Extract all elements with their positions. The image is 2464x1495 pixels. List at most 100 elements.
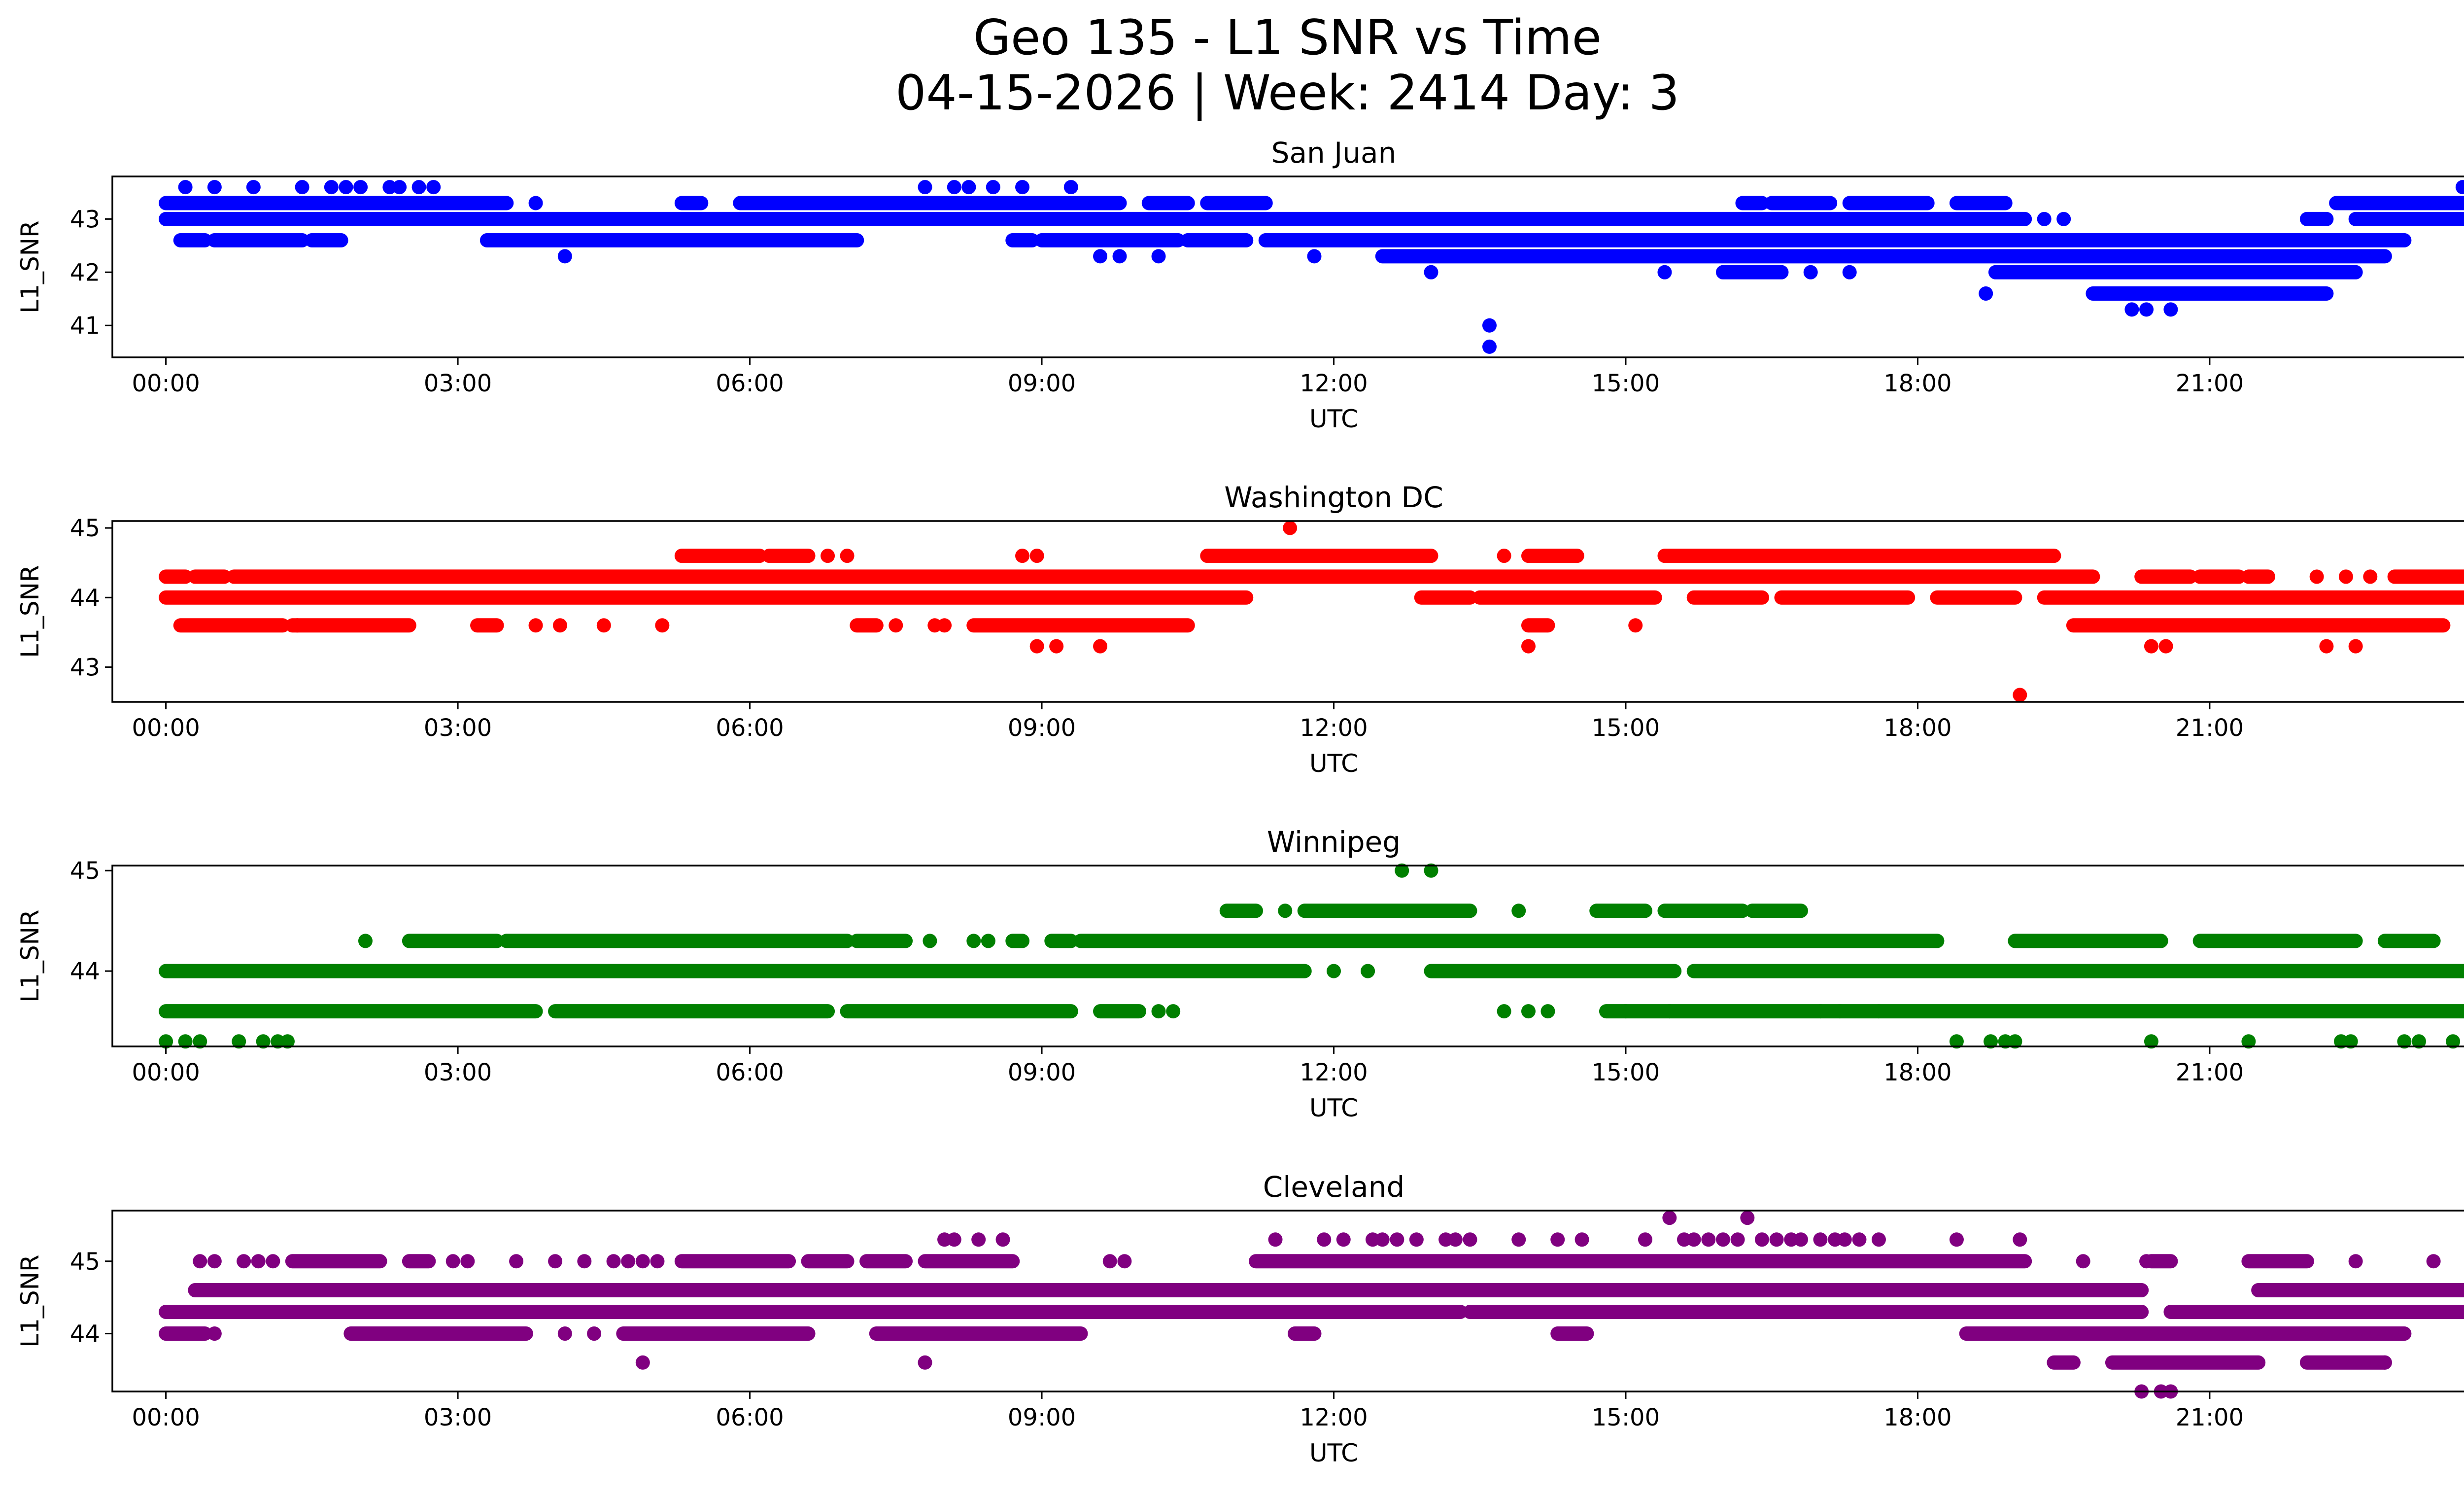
data-point [237,1254,251,1269]
data-point [655,618,670,633]
data-point [1754,1232,1769,1247]
data-point-run [1249,1254,2032,1269]
subplot-1: 00:00 03:00 06:00 09:00 12:00 15:00 18:00 21:00… [16,136,2464,433]
data-point-run [1044,934,1078,948]
data-point-run [2008,934,2168,948]
data-point [1813,1232,1828,1247]
data-point [1327,964,1341,978]
data-point-run [1764,196,1838,210]
data-point-run [2192,934,2363,948]
data-point [1361,964,1375,978]
data-point-run [2329,196,2464,210]
data-point-run [1550,1326,1594,1341]
data-point [445,1254,460,1269]
data-point [2309,569,2324,584]
x-tick-label: 03:00 [424,1059,492,1086]
x-tick-label: 00:00 [132,1059,200,1086]
data-point [889,618,903,633]
data-point [256,1034,271,1049]
data-point [596,618,611,633]
data-point [937,618,952,633]
x-tick-label: 21:00 [2176,1404,2244,1431]
data-point-run [1093,1004,1147,1019]
data-point-run [2299,1355,2392,1370]
data-point [1662,1004,1677,1019]
data-point-run [173,233,212,248]
data-point-run [285,1254,387,1269]
data-point [650,1254,665,1269]
data-point-run [285,618,416,633]
data-point-run [159,569,193,584]
data-point [971,1232,986,1247]
data-point [232,1034,246,1049]
data-point-run [2134,569,2197,584]
data-point [1871,1004,1886,1019]
data-point-run [1375,249,2392,264]
data-point [324,180,339,195]
data-point-run [159,196,514,210]
data-point [246,180,261,195]
x-tick-label: 12:00 [1300,1404,1368,1431]
x-tick-label: 18:00 [1883,370,1951,397]
data-point [193,1034,207,1049]
data-point [1686,1232,1701,1247]
data-point [1511,904,1526,918]
x-tick-label: 21:00 [2176,1059,2244,1086]
figure-title-line-2: 04-15-2026 | Week: 2414 Day: 3 [895,65,1679,121]
data-point [557,1326,572,1341]
data-point [1628,618,1643,633]
axes-frame [111,865,2464,1047]
data-point-run [1745,904,1808,918]
data-point-run [616,1326,816,1341]
data-point-run [918,1254,1020,1269]
data-point-run [1141,196,1195,210]
x-axis-label: UTC [1309,1094,1358,1122]
data-point [2139,302,2154,317]
data-point [290,618,305,633]
data-point [1832,1004,1847,1019]
y-axis-label: L1_SNR [16,220,44,313]
data-point [1317,1232,1332,1247]
x-tick-label: 09:00 [1008,714,1076,742]
data-point-run [1735,196,1769,210]
data-point-run [188,1283,2149,1297]
data-point-run [479,233,864,248]
data-point [1112,249,1127,264]
data-point-run [2105,1355,2266,1370]
data-point [1049,639,1064,654]
data-point [1701,1232,1716,1247]
x-tick-label: 09:00 [1008,1059,1076,1086]
x-axis-label: UTC [1309,1439,1358,1467]
data-point-run [343,1326,533,1341]
data-point [2008,1034,2022,1049]
data-point [1540,1004,1555,1019]
data-point [295,180,309,195]
y-tick-label: 45 [70,1248,100,1276]
y-tick-label: 43 [70,206,100,233]
data-point [1949,1232,1964,1247]
data-point [1029,549,1044,563]
data-point-run [173,618,290,633]
data-point [1497,549,1511,563]
data-point [1813,1004,1828,1019]
data-point [635,1254,650,1269]
axes-frame [111,520,2464,703]
data-point [1015,180,1030,195]
data-point-run [1599,1004,2464,1019]
data-point [1949,1034,1964,1049]
data-point-run [2047,1355,2081,1370]
data-point-run [2377,934,2441,948]
data-point-run [2241,569,2275,584]
data-point-run [159,1305,1468,1320]
x-tick-label: 03:00 [424,714,492,742]
data-point [1463,1232,1477,1247]
data-point-run [1297,904,1477,918]
x-tick-label: 12:00 [1300,714,1368,742]
data-point [606,1254,621,1269]
data-point [178,180,193,195]
data-point [2319,639,2334,654]
scatter-series [159,521,2464,702]
data-point [995,1232,1010,1247]
data-point [1730,1232,1745,1247]
